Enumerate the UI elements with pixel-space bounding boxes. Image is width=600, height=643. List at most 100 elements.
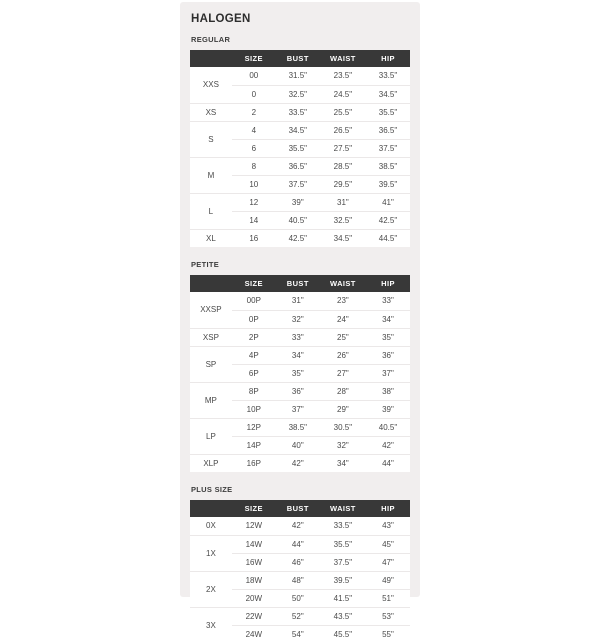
group-label: MP [190, 381, 232, 418]
cell-size: 10P [231, 399, 276, 418]
cell-hip: 35.5" [365, 102, 410, 121]
table-row: 10P 37" 29" 39" [190, 399, 410, 418]
cell-bust: 34.5" [275, 120, 320, 139]
cell-waist: 23" [337, 296, 349, 306]
cell-waist: 24.5" [319, 84, 366, 103]
cell-bust: 52" [275, 606, 320, 625]
cell-hip: 33" [382, 296, 394, 306]
cell-bust: 42.5" [275, 228, 320, 247]
column-header-size: SIZE [231, 50, 276, 67]
table-row: XSP 2P 33" 25" 35" [190, 327, 410, 346]
cell-waist: 26.5" [319, 120, 366, 139]
cell-waist: 34" [319, 453, 366, 472]
header-row: SIZE BUST WAIST HIP [190, 500, 410, 517]
table-row: XXS 00 31.5" 23.5" 33.5" [190, 67, 410, 89]
cell-waist: 26" [319, 345, 366, 364]
cell-bust: 35" [275, 363, 320, 382]
column-header-size: SIZE [231, 275, 276, 292]
header-row: SIZE BUST WAIST HIP [190, 50, 410, 67]
table-row: SP 4P 34" 26" 36" [190, 345, 410, 382]
cell-bust: 34" [275, 345, 320, 364]
cell-hip: 49" [365, 570, 410, 589]
cell-bust: 36.5" [275, 156, 320, 175]
cell-size: 10 [231, 174, 276, 193]
cell-hip: 38" [365, 381, 410, 400]
cell-hip: 45" [365, 534, 410, 553]
table-row: 0P 32" 24" 34" [190, 309, 410, 328]
table-row: XL 16 42.5" 34.5" 44.5" [190, 228, 410, 247]
section-label: PLUS SIZE [191, 485, 233, 494]
cell-bust: 32.5" [275, 84, 320, 103]
cell-waist: 31" [319, 192, 366, 211]
table-row: S 4 34.5" 26.5" 36.5" [190, 120, 410, 157]
cell-bust: 40.5" [275, 210, 320, 229]
section-label: REGULAR [191, 35, 231, 44]
cell-waist: 25.5" [319, 102, 366, 121]
table-row: 3X 22W 52" 43.5" 53" [190, 606, 410, 643]
cell-waist: 24" [319, 309, 366, 328]
cell-waist: 45.5" [319, 624, 366, 643]
cell-bust: 54" [275, 624, 320, 643]
cell-waist: 39.5" [319, 570, 366, 589]
cell-size: 16 [231, 228, 276, 247]
group-label: XXSP [200, 305, 222, 315]
cell-waist: 30.5" [319, 417, 366, 436]
cell-waist: 28.5" [319, 156, 366, 175]
table-row: 0X 12W 42" 33.5" 43" [190, 517, 410, 535]
group-label: 3X [190, 606, 232, 643]
table-row: XXSP 00P 31" 23" 33" [190, 292, 410, 314]
cell-hip: 40.5" [365, 417, 410, 436]
cell-size: 22W [231, 606, 276, 625]
cell-size: 2P [231, 327, 276, 346]
cell-size: 16W [231, 552, 276, 571]
table-row: MP 8P 36" 28" 38" [190, 381, 410, 418]
cell-waist: 27" [319, 363, 366, 382]
cell-bust: 33" [275, 327, 320, 346]
cell-waist: 41.5" [319, 588, 366, 607]
table-row: 10 37.5" 29.5" 39.5" [190, 174, 410, 193]
table-row: XS 2 33.5" 25.5" 35.5" [190, 102, 410, 121]
group-label: XLP [190, 453, 232, 472]
cell-bust: 36" [275, 381, 320, 400]
group-label: XS [190, 102, 232, 121]
cell-hip: 47" [365, 552, 410, 571]
cell-hip: 34" [365, 309, 410, 328]
cell-hip: 37.5" [365, 138, 410, 157]
column-header-waist: WAIST [319, 500, 366, 517]
cell-size: 20W [231, 588, 276, 607]
group-column-header [190, 275, 232, 292]
cell-bust: 50" [275, 588, 320, 607]
group-label: 0X [206, 521, 216, 531]
table-row: L 12 39" 31" 41" [190, 192, 410, 229]
cell-size: 24W [231, 624, 276, 643]
group-label: XL [190, 228, 232, 247]
size-chart-card: HALOGEN REGULAR SIZE BUST WAIST HIP XXS 00 31.5… [180, 2, 420, 643]
cell-hip: 42" [365, 435, 410, 454]
cell-bust: 48" [275, 570, 320, 589]
group-label: 2X [190, 570, 232, 607]
cell-waist: 23.5" [333, 71, 353, 81]
cell-hip: 36.5" [365, 120, 410, 139]
cell-waist: 35.5" [319, 534, 366, 553]
column-header-bust: BUST [275, 275, 320, 292]
cell-size: 00P [246, 296, 261, 306]
cell-waist: 34.5" [319, 228, 366, 247]
cell-waist: 29" [319, 399, 366, 418]
cell-hip: 43" [382, 521, 394, 531]
cell-waist: 32" [319, 435, 366, 454]
column-header-hip: HIP [365, 275, 410, 292]
cell-waist: 27.5" [319, 138, 366, 157]
cell-bust: 35.5" [275, 138, 320, 157]
column-header-bust: BUST [275, 500, 320, 517]
cell-hip: 35" [365, 327, 410, 346]
cell-bust: 37" [275, 399, 320, 418]
cell-waist: 32.5" [319, 210, 366, 229]
table-row: 0 32.5" 24.5" 34.5" [190, 84, 410, 103]
table-row: 2X 18W 48" 39.5" 49" [190, 570, 410, 607]
cell-size: 14 [231, 210, 276, 229]
cell-hip: 51" [365, 588, 410, 607]
cell-hip: 44.5" [365, 228, 410, 247]
cell-size: 16P [231, 453, 276, 472]
cell-size: 4P [231, 345, 276, 364]
cell-bust: 42" [275, 453, 320, 472]
